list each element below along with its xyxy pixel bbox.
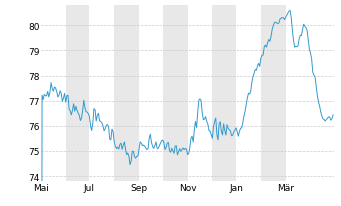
Bar xyxy=(66,6,89,181)
Bar xyxy=(163,6,188,181)
Bar xyxy=(261,6,286,181)
Bar xyxy=(114,6,139,181)
Bar xyxy=(212,6,236,181)
